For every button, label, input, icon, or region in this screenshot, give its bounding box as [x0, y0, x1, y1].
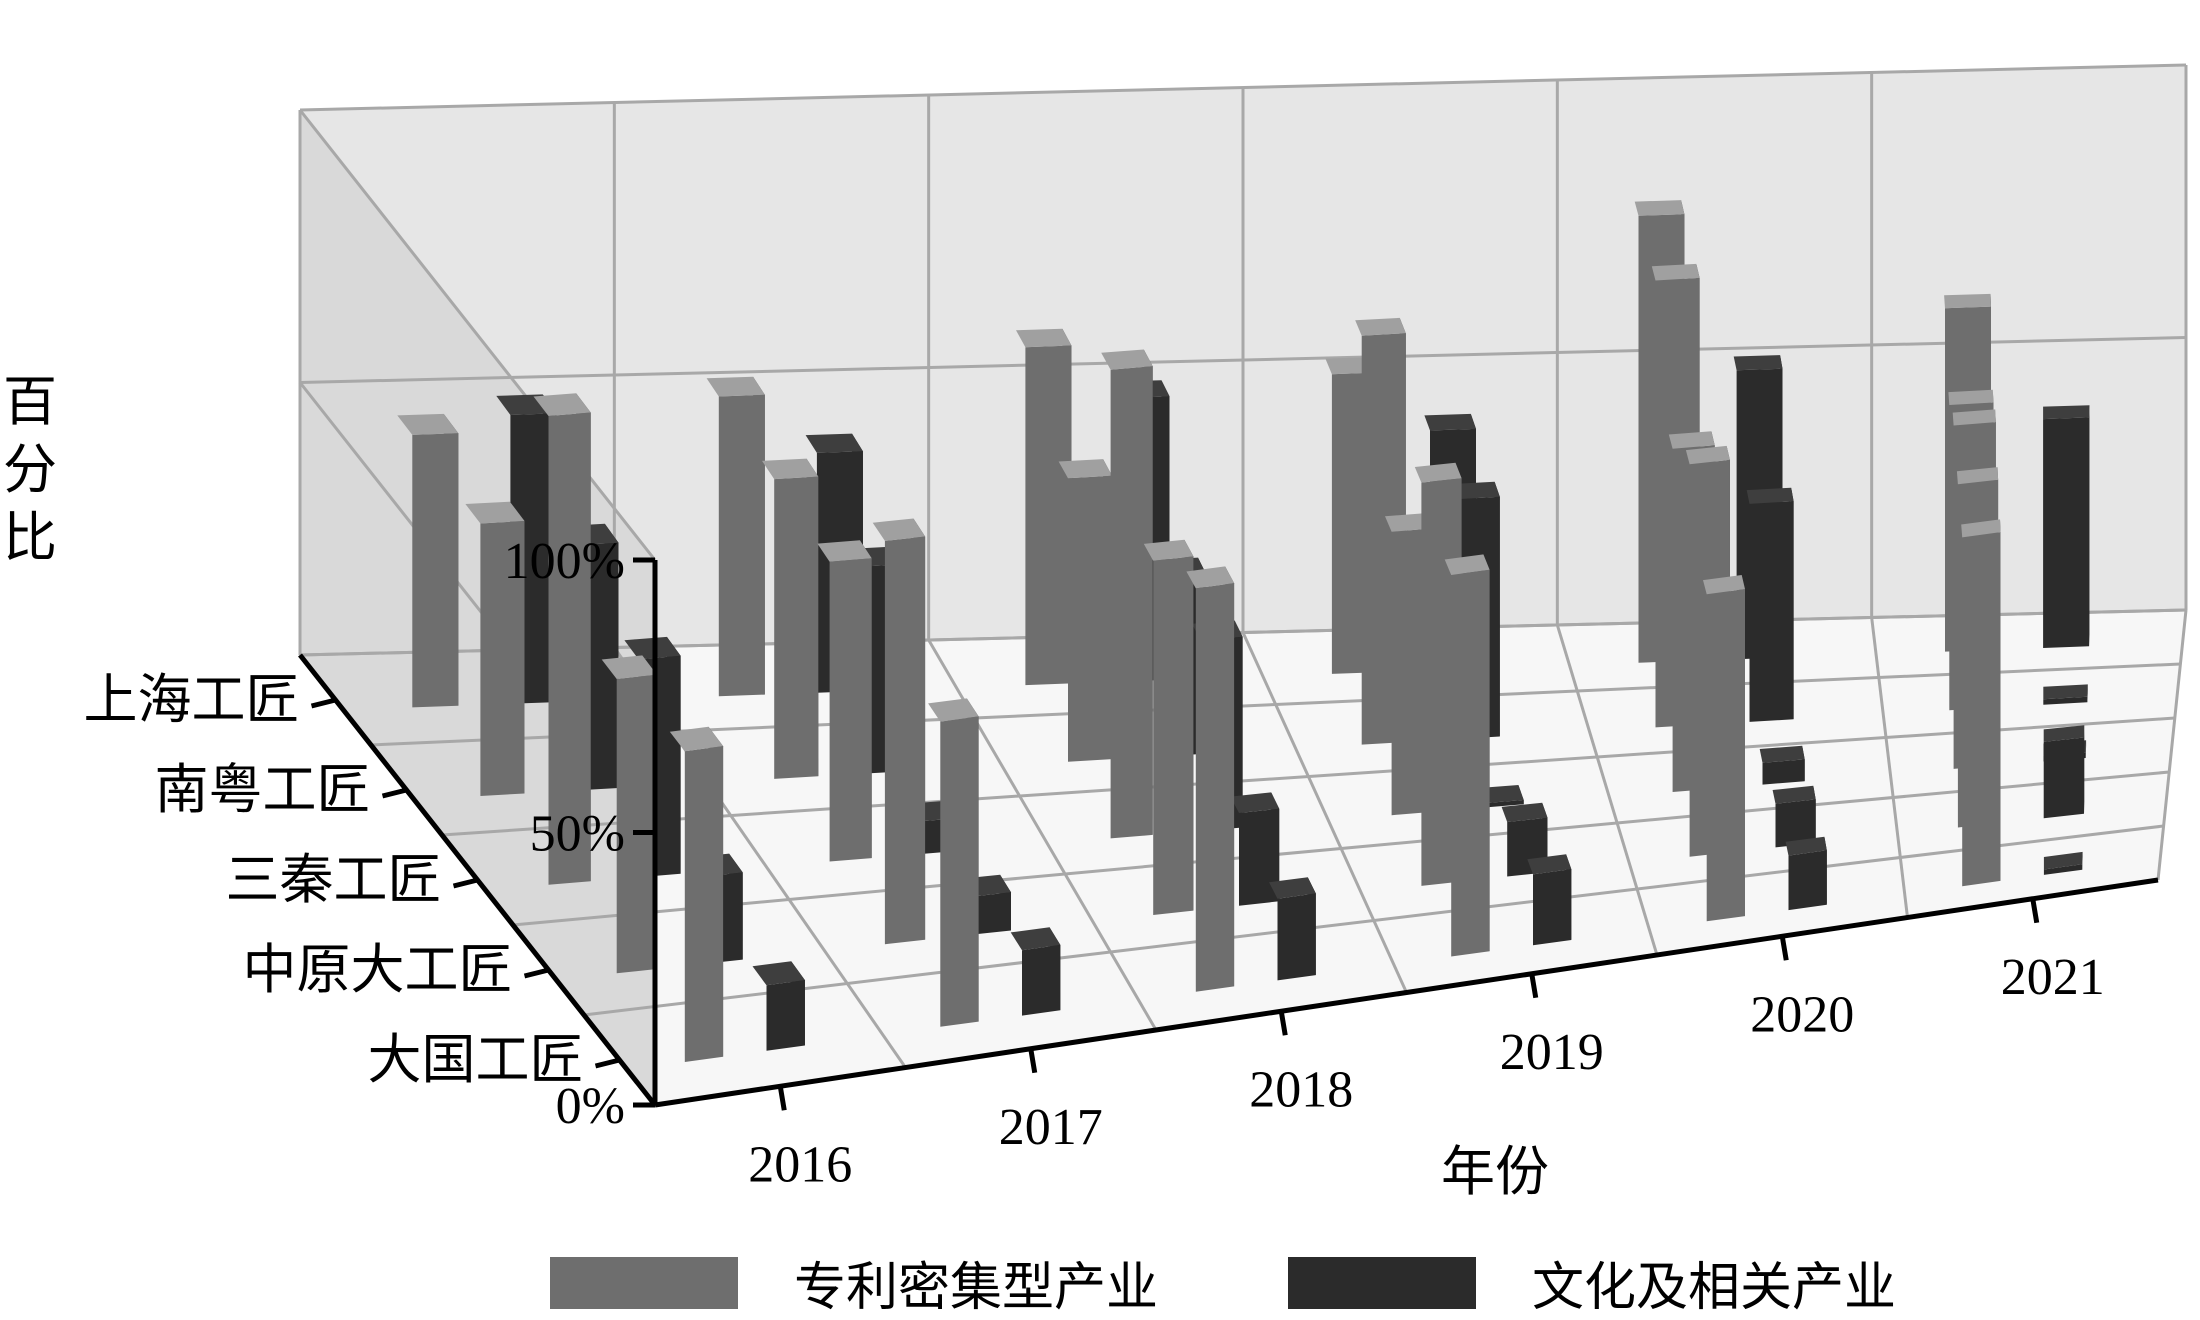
bar-大国工匠-2019-s1 [1445, 554, 1490, 956]
bar-front-face [1789, 850, 1827, 910]
bar-top-face [2043, 405, 2089, 419]
bar-南粤工匠-2020-s2 [1747, 488, 1794, 722]
bar-top-face [1101, 350, 1153, 370]
bar-front-face [1196, 583, 1234, 992]
row-label: 三秦工匠 [226, 848, 442, 911]
x-tick-label: 2021 [2001, 949, 2105, 1006]
x-tick [1782, 936, 1786, 960]
bar-front-face [1153, 556, 1193, 915]
bar-中原大工匠-2021-s2 [2044, 725, 2085, 818]
bar-top-face [1652, 264, 1700, 281]
bar-front-face [830, 558, 872, 861]
bar-大国工匠-2020-s1 [1703, 575, 1745, 921]
bar-大国工匠-2020-s2 [1786, 837, 1827, 910]
bar-front-face [774, 477, 818, 779]
bar-三秦工匠-2020-s2 [1760, 746, 1805, 785]
y-tick-label: 100% [504, 533, 625, 590]
bar-top-face [1016, 329, 1071, 347]
bar-front-face [1750, 501, 1794, 722]
row-label: 南粤工匠 [155, 758, 371, 821]
y-axis-title: 百分比 [3, 370, 57, 569]
y-tick-label: 50% [530, 806, 625, 863]
x-tick [1031, 1049, 1035, 1073]
bar-front-face [1962, 532, 2000, 886]
row-tick [525, 970, 549, 976]
bar-中原大工匠-2020-s2 [1773, 786, 1816, 848]
x-tick-label: 2018 [1249, 1061, 1353, 1118]
bar-front-face [940, 716, 978, 1026]
bar-front-face [1022, 945, 1060, 1016]
bar-top-face [1948, 390, 1993, 405]
bar-front-face [885, 537, 925, 945]
legend-swatch-series-2 [1288, 1257, 1476, 1309]
bar-front-face [719, 395, 765, 696]
legend-swatch-series-1 [550, 1257, 738, 1309]
bar-front-face [685, 746, 723, 1062]
bar-top-face [1424, 414, 1476, 431]
bar-top-face [1635, 200, 1685, 216]
bar-top-face [1747, 488, 1794, 504]
bar-大国工匠-2019-s2 [1527, 854, 1571, 945]
row-tick [596, 1060, 620, 1066]
row-tick [312, 700, 336, 706]
bar-大国工匠-2021-s1 [1961, 519, 2000, 886]
x-tick [1532, 974, 1536, 998]
bar-front-face [1068, 476, 1112, 762]
bar-front-face [1278, 893, 1316, 980]
bar-front-face [1239, 809, 1279, 906]
bar-front-face [1763, 759, 1805, 784]
row-label: 中原大工匠 [243, 938, 513, 1001]
bar-top-face [1944, 294, 1991, 308]
row-tick [383, 790, 407, 796]
bar-front-face [1533, 869, 1571, 945]
row-label: 上海工匠 [84, 668, 300, 731]
x-tick [780, 1086, 784, 1110]
bar-front-face [1451, 570, 1489, 957]
x-tick [2033, 899, 2037, 923]
bar-front-face [412, 433, 458, 707]
bar-上海工匠-2021-s2 [2043, 405, 2089, 648]
bar-南粤工匠-2021-s2 [2043, 684, 2088, 704]
bar-top-face [1734, 355, 1783, 370]
bar-top-face [1059, 459, 1112, 478]
x-tick-label: 2019 [1500, 1024, 1604, 1081]
x-tick [1281, 1011, 1285, 1035]
bar-front-face [1707, 589, 1745, 921]
row-tick [454, 880, 478, 886]
bar-top-face [2043, 684, 2088, 699]
x-tick-label: 2016 [748, 1136, 852, 1193]
bar-front-face [1025, 346, 1071, 686]
bar-front-face [2044, 738, 2084, 819]
x-tick-label: 2020 [1750, 986, 1854, 1043]
bar-front-face [767, 980, 805, 1051]
bar-top-face [1355, 318, 1406, 336]
x-axis-title: 年份 [1441, 1140, 1549, 1203]
x-tick-label: 2017 [999, 1099, 1103, 1156]
row-label: 大国工匠 [368, 1028, 584, 1091]
bar-front-face [1111, 366, 1153, 838]
bar-front-face [2043, 417, 2089, 648]
